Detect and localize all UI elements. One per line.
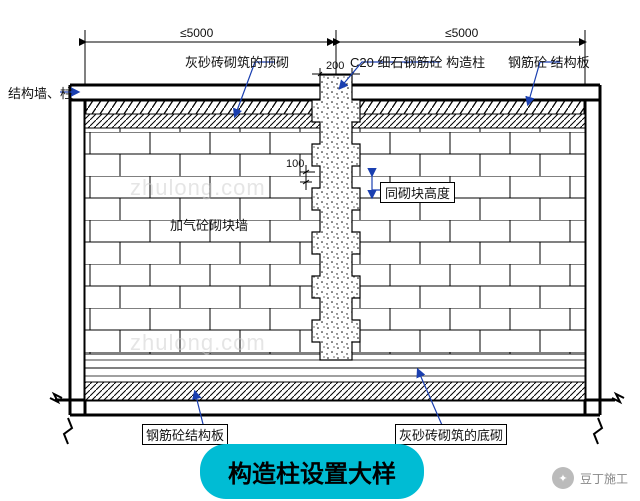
watermark-2: zhulong.com [130,330,266,356]
dim-200: 200 [326,60,344,72]
bottom-slab-hatch [85,382,585,400]
dim-le5000-right: ≤5000 [445,26,478,40]
label-rebar-slab-bottom: 钢筋砼结构板 [142,424,228,445]
label-struct-wall-col: 结构墙、柱 [8,83,73,102]
dim-le5000-left: ≤5000 [180,26,213,40]
label-rebar-slab-top: 钢筋砼 结构板 [508,52,590,71]
dim-100: 100 [286,158,304,170]
diagram-canvas [0,0,640,501]
label-same-block: 同砌块高度 [380,182,455,203]
label-c20-col: C20 细石钢筋砼 构造柱 [350,52,485,71]
label-bottom-brick: 灰砂砖砌筑的底砌 [395,424,507,445]
watermark-1: zhulong.com [130,175,266,201]
label-aerated-block: 加气砼砌块墙 [170,215,248,234]
brand-logo: ✦ 豆丁施工 [552,467,628,489]
wechat-icon: ✦ [552,467,574,489]
label-top-brick: 灰砂砖砌筑的顶砌 [185,52,289,71]
brand-text: 豆丁施工 [580,470,628,487]
caption-pill: 构造柱设置大样 [200,444,424,499]
